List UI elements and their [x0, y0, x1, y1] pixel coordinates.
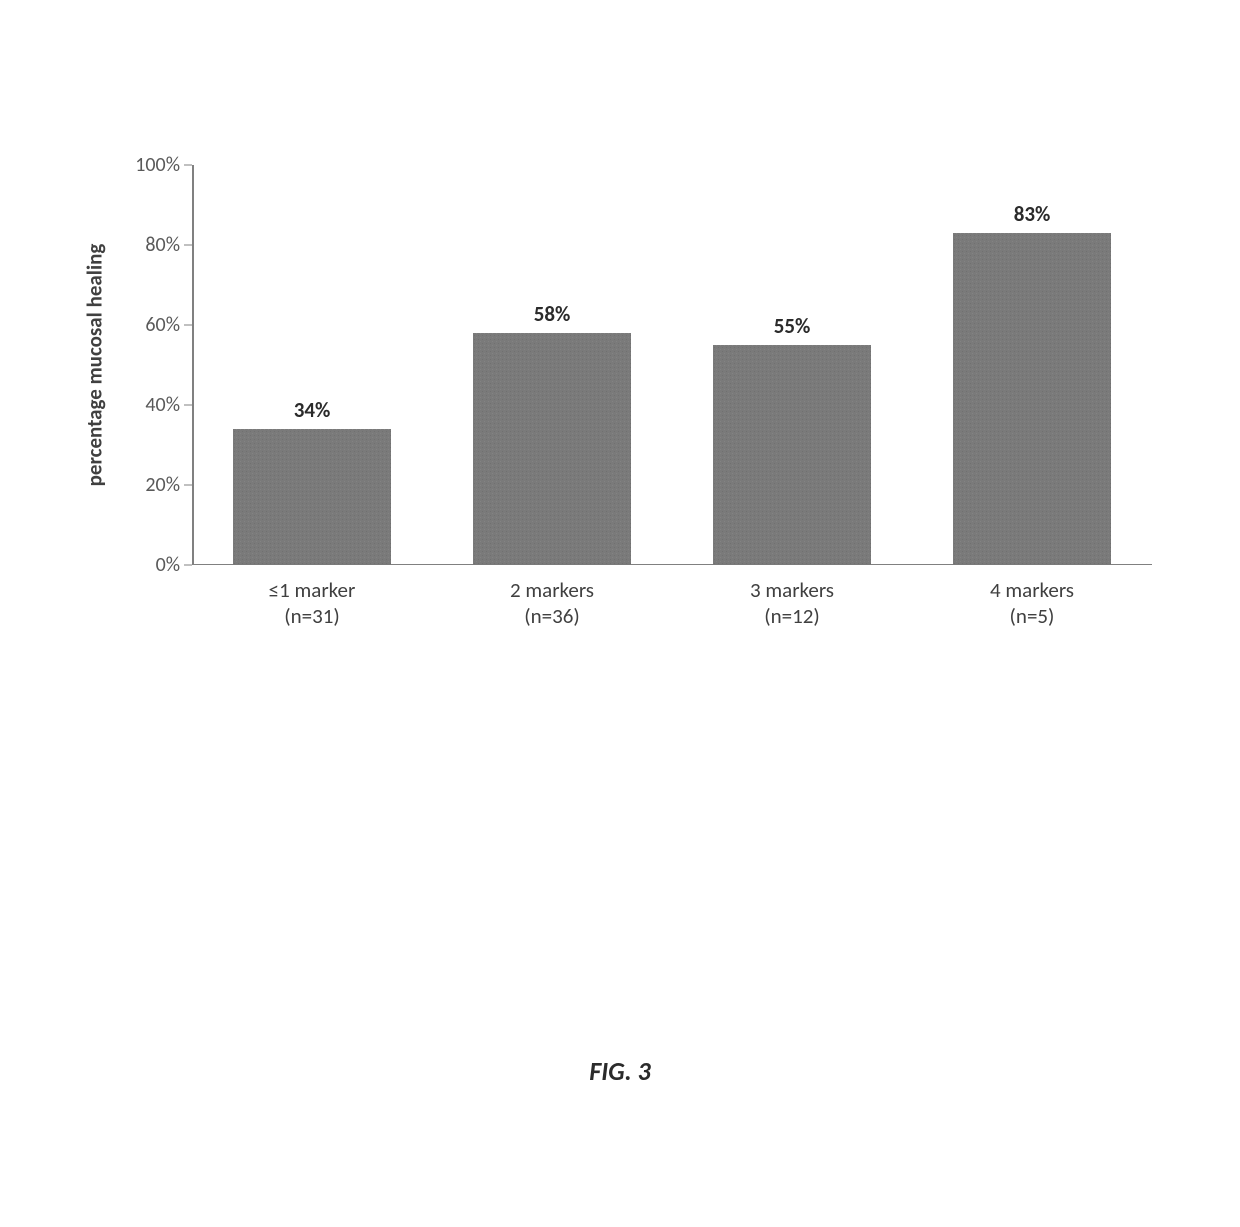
y-tick-mark: [184, 565, 192, 566]
x-category-label: ≤1 marker(n=31): [269, 577, 356, 629]
bar-value-label: 34%: [294, 397, 331, 423]
bar: [233, 429, 391, 565]
x-category-line1: 4 markers: [990, 577, 1074, 603]
y-tick-label: 40%: [145, 393, 180, 417]
y-axis-label-column: percentage mucosal healing: [74, 165, 114, 565]
y-tick-mark: [184, 485, 192, 486]
x-category-label: 2 markers(n=36): [510, 577, 594, 629]
x-category-line2: (n=36): [510, 603, 594, 629]
bar: [953, 233, 1111, 565]
x-category-label: 4 markers(n=5): [990, 577, 1074, 629]
y-tick-mark: [184, 405, 192, 406]
bar-chart: percentage mucosal healing 0%20%40%60%80…: [74, 165, 1152, 565]
y-tick-label: 20%: [145, 473, 180, 497]
y-tick-label: 80%: [145, 233, 180, 257]
bar-value-label: 83%: [1014, 201, 1051, 227]
figure-caption: FIG. 3: [0, 1055, 1240, 1087]
y-tick-mark: [184, 245, 192, 246]
bar: [713, 345, 871, 565]
bars-container: 34% 58% 55% 83%: [192, 165, 1152, 565]
bar-value-label: 55%: [774, 313, 811, 339]
bar: [473, 333, 631, 565]
y-tick-label: 100%: [135, 153, 180, 177]
x-category-line1: 2 markers: [510, 577, 594, 603]
y-axis-ticks-column: 0%20%40%60%80%100%: [114, 165, 192, 565]
x-category-line1: 3 markers: [750, 577, 834, 603]
x-category-line2: (n=12): [750, 603, 834, 629]
plot-column: 34%58%55%83% ≤1 marker(n=31)2 markers(n=…: [192, 165, 1152, 565]
plot-area: 34% 58% 55% 83%: [192, 165, 1152, 565]
y-axis-label: percentage mucosal healing: [81, 244, 107, 487]
y-tick-mark: [184, 165, 192, 166]
x-category-line2: (n=31): [269, 603, 356, 629]
x-category-line1: ≤1 marker: [269, 577, 356, 603]
y-tick-mark: [184, 325, 192, 326]
x-category-label: 3 markers(n=12): [750, 577, 834, 629]
y-tick-label: 0%: [156, 553, 180, 577]
page-root: percentage mucosal healing 0% 20% 40% 60% 80…: [0, 0, 1240, 1227]
bar-value-label: 58%: [534, 301, 571, 327]
x-category-line2: (n=5): [990, 603, 1074, 629]
y-tick-label: 60%: [145, 313, 180, 337]
